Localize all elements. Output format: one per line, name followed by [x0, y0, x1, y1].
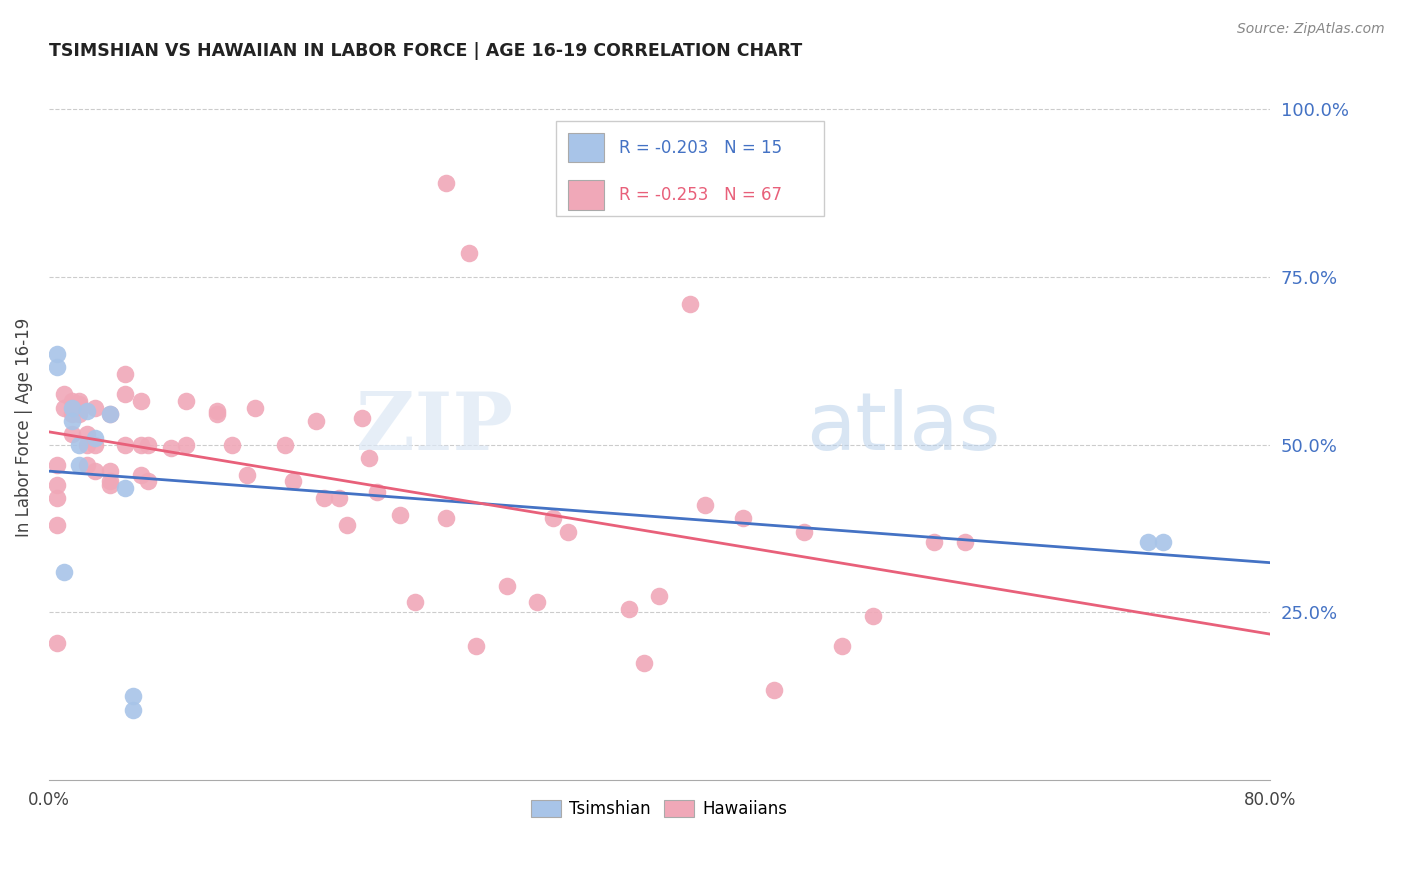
Point — [83, 431, 105, 445]
Point — [98, 464, 121, 478]
Point — [53, 401, 76, 415]
Point — [136, 437, 159, 451]
Point — [541, 511, 564, 525]
Point — [76, 427, 98, 442]
Point — [60, 414, 83, 428]
Point — [557, 524, 579, 539]
Point — [83, 401, 105, 415]
Point — [733, 511, 755, 525]
Point — [60, 401, 83, 415]
Point — [136, 475, 159, 489]
Point — [526, 595, 548, 609]
Point — [1136, 535, 1159, 549]
Text: Source: ZipAtlas.com: Source: ZipAtlas.com — [1237, 22, 1385, 37]
Point — [434, 176, 457, 190]
Point — [695, 498, 717, 512]
FancyBboxPatch shape — [568, 180, 605, 211]
Point — [205, 404, 228, 418]
Point — [83, 464, 105, 478]
Point — [862, 608, 884, 623]
Point — [83, 437, 105, 451]
FancyBboxPatch shape — [568, 133, 605, 162]
Point — [98, 475, 121, 489]
Point — [114, 387, 136, 401]
Point — [335, 518, 357, 533]
Point — [1152, 535, 1174, 549]
Point — [457, 246, 479, 260]
Point — [69, 397, 91, 411]
Point — [328, 491, 350, 506]
Point — [176, 393, 198, 408]
Point — [69, 393, 91, 408]
Point — [60, 393, 83, 408]
Text: TSIMSHIAN VS HAWAIIAN IN LABOR FORCE | AGE 16-19 CORRELATION CHART: TSIMSHIAN VS HAWAIIAN IN LABOR FORCE | A… — [49, 42, 803, 60]
Point — [98, 407, 121, 421]
Point — [793, 524, 815, 539]
Point — [762, 682, 785, 697]
Point — [221, 437, 243, 451]
Point — [953, 535, 976, 549]
Point — [922, 535, 945, 549]
Point — [76, 404, 98, 418]
Point — [60, 407, 83, 421]
Point — [243, 401, 266, 415]
Point — [122, 703, 145, 717]
Point — [359, 450, 381, 465]
Point — [129, 467, 152, 482]
Point — [305, 414, 328, 428]
Point — [617, 602, 640, 616]
Point — [98, 407, 121, 421]
Text: R = -0.203   N = 15: R = -0.203 N = 15 — [619, 138, 782, 157]
Point — [236, 467, 259, 482]
Point — [160, 441, 183, 455]
Point — [281, 475, 304, 489]
Point — [69, 458, 91, 472]
Point — [53, 387, 76, 401]
Point — [60, 427, 83, 442]
Point — [129, 437, 152, 451]
Point — [679, 296, 702, 310]
Point — [350, 410, 373, 425]
Point — [69, 437, 91, 451]
Point — [114, 367, 136, 381]
Y-axis label: In Labor Force | Age 16-19: In Labor Force | Age 16-19 — [15, 318, 32, 537]
Point — [45, 347, 67, 361]
Point — [495, 578, 517, 592]
Point — [98, 478, 121, 492]
FancyBboxPatch shape — [555, 121, 824, 216]
Point — [404, 595, 426, 609]
Point — [205, 407, 228, 421]
Point — [434, 511, 457, 525]
Point — [53, 565, 76, 579]
Point — [465, 639, 488, 653]
Point — [114, 437, 136, 451]
Point — [76, 458, 98, 472]
Point — [45, 458, 67, 472]
Point — [129, 393, 152, 408]
Point — [366, 484, 388, 499]
Text: atlas: atlas — [806, 389, 1000, 467]
Point — [122, 690, 145, 704]
Point — [831, 639, 853, 653]
Point — [114, 481, 136, 495]
Point — [274, 437, 297, 451]
Point — [648, 589, 671, 603]
Point — [45, 360, 67, 375]
Point — [633, 656, 655, 670]
Text: R = -0.253   N = 67: R = -0.253 N = 67 — [619, 186, 782, 204]
Point — [312, 491, 335, 506]
Point — [388, 508, 411, 522]
Text: ZIP: ZIP — [356, 389, 513, 467]
Point — [45, 478, 67, 492]
Point — [45, 491, 67, 506]
Point — [76, 437, 98, 451]
Point — [69, 407, 91, 421]
Legend: Tsimshian, Hawaiians: Tsimshian, Hawaiians — [524, 793, 794, 825]
Point — [45, 518, 67, 533]
Point — [45, 635, 67, 649]
Point — [176, 437, 198, 451]
